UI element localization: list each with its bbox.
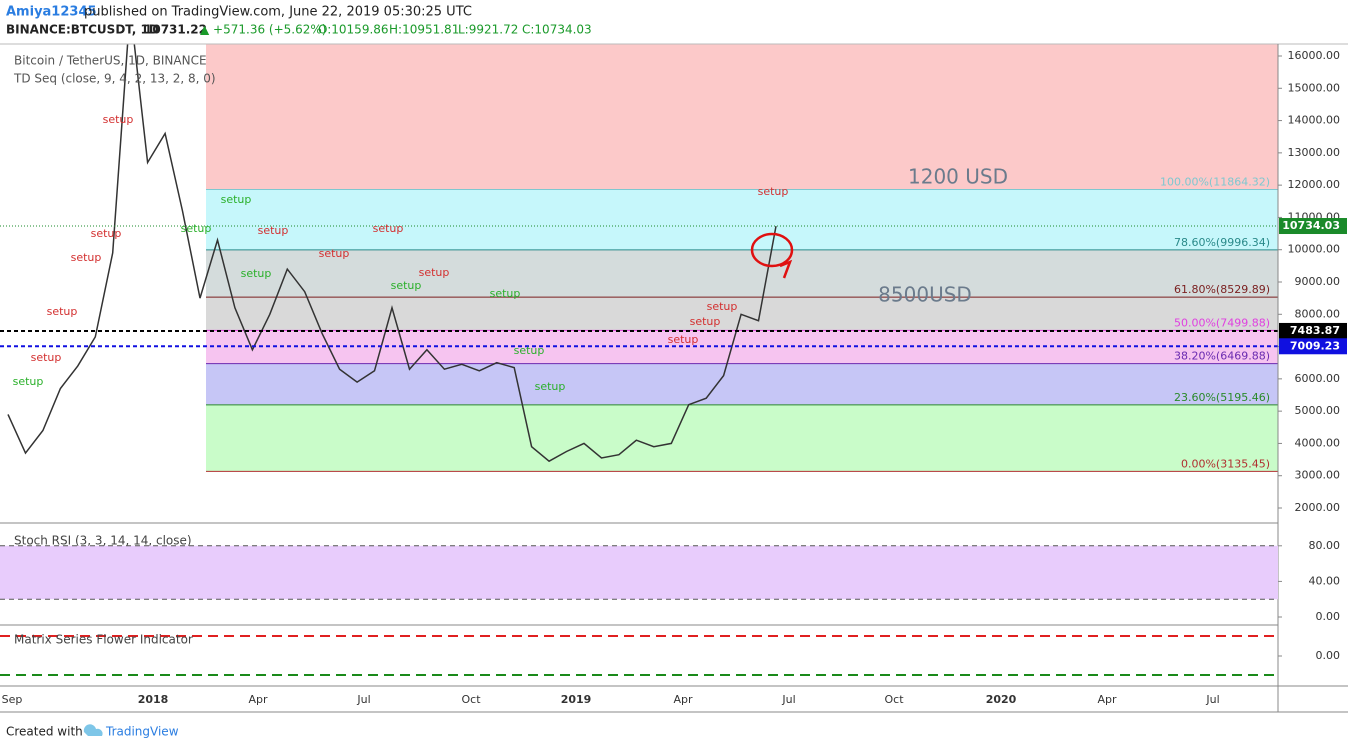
x-tick-label: Jul <box>781 693 795 706</box>
matrix-title: Matrix Series Flower Indicator <box>14 633 193 647</box>
low: L:9921.72 <box>458 23 518 37</box>
fib-zone <box>206 404 1278 472</box>
fib-label: 0.00%(3135.45) <box>1181 457 1270 470</box>
x-tick-label: 2019 <box>561 693 592 706</box>
fib-label: 78.60%(9996.34) <box>1174 236 1270 249</box>
main-pane: 100.00%(11864.32) 78.60%(9996.34) 61.80%(8… <box>0 44 1278 472</box>
setup-label: setup <box>258 224 289 237</box>
y-tick-label: 80.00 <box>1309 539 1341 552</box>
x-tick-label: Apr <box>1097 693 1117 706</box>
price-marker <box>1279 322 1347 339</box>
x-tick-label: Oct <box>884 693 904 706</box>
x-tick-label: Apr <box>673 693 693 706</box>
setup-label: setup <box>241 267 272 280</box>
setup-label: setup <box>103 113 134 126</box>
logo <box>83 724 103 736</box>
x-tick-label: Oct <box>461 693 481 706</box>
price-marker-label: 10734.03 <box>1282 219 1340 232</box>
fib-label: 50.00%(7499.88) <box>1174 316 1270 329</box>
price-marker-label: 7483.87 <box>1290 324 1340 337</box>
y-tick-label: 12000.00 <box>1288 178 1341 191</box>
price-marker <box>1279 338 1347 355</box>
setup-label: setup <box>13 375 44 388</box>
setup-label: setup <box>47 305 78 318</box>
stoch-title: Stoch RSI (3, 3, 14, 14, close) <box>14 534 192 548</box>
setup-label: setup <box>419 266 450 279</box>
y-tick-label: 14000.00 <box>1288 114 1341 127</box>
symbol: BINANCE:BTCUSDT, 1D <box>6 23 159 37</box>
x-tick-label: Sep <box>2 693 23 706</box>
setup-label: setup <box>514 344 545 357</box>
author[interactable]: Amiya12345 <box>6 5 97 20</box>
high: H:10951.81 <box>389 23 459 37</box>
last-price: 10731.22 <box>144 23 207 37</box>
y-tick-label: 9000.00 <box>1295 275 1341 288</box>
published: published on TradingView.com, June 22, 2… <box>84 5 472 20</box>
fib-label: 38.20%(6469.88) <box>1174 350 1270 363</box>
fib-label: 61.80%(8529.89) <box>1174 283 1270 296</box>
x-tick-label: Jul <box>356 693 370 706</box>
setup-label: setup <box>758 185 789 198</box>
y-tick-label: 3000.00 <box>1295 469 1341 482</box>
y-tick-label: 16000.00 <box>1288 49 1341 62</box>
price-marker-label: 7009.23 <box>1290 339 1340 352</box>
fib-label: 23.60%(5195.46) <box>1174 391 1270 404</box>
fib-zone <box>206 363 1278 405</box>
close: C:10734.03 <box>522 23 592 37</box>
y-tick-label: 8000.00 <box>1295 307 1341 320</box>
zone <box>206 44 1278 190</box>
y-tick-label: 6000.00 <box>1295 372 1341 385</box>
annotation: 8500USD <box>878 283 972 307</box>
setup-label: setup <box>71 251 102 264</box>
setup-label: setup <box>535 380 566 393</box>
setup-label: setup <box>668 333 699 346</box>
y-tick-label: 4000.00 <box>1295 436 1341 449</box>
price-line <box>7 44 777 463</box>
y-tick-label: 15000.00 <box>1288 81 1341 94</box>
y-tick-label: 40.00 <box>1309 574 1341 587</box>
x-tick-label: Jul <box>1205 693 1219 706</box>
x-tick-label: 2018 <box>138 693 169 706</box>
price-marker <box>1279 218 1347 235</box>
stoch-band <box>0 545 1278 600</box>
setup-label: setup <box>391 279 422 292</box>
x-tick-label: Apr <box>248 693 268 706</box>
setup-label: setup <box>181 222 212 235</box>
fib-zone <box>206 297 1278 331</box>
setup-label: setup <box>91 227 122 240</box>
chart-title: Bitcoin / TetherUS, 1D, BINANCE <box>14 54 207 68</box>
open: O:10159.86 <box>318 23 389 37</box>
y-tick-label: 2000.00 <box>1295 501 1341 514</box>
y-tick-label: 0.00 <box>1316 610 1341 623</box>
drawn-circle <box>750 232 794 268</box>
chart-subtitle: TD Seq (close, 9, 4, 2, 13, 2, 8, 0) <box>13 72 216 86</box>
y-tick-label: 10000.00 <box>1288 243 1341 256</box>
y-tick-label: 5000.00 <box>1295 404 1341 417</box>
y-tick-label: 13000.00 <box>1288 146 1341 159</box>
setup-label: setup <box>690 315 721 328</box>
footer-brand[interactable]: TradingView <box>105 725 179 739</box>
setup-label: setup <box>31 351 62 364</box>
fib-label: 100.00%(11864.32) <box>1160 176 1270 189</box>
setup-label: setup <box>707 300 738 313</box>
x-tick-label: 2020 <box>986 693 1017 706</box>
change: ▲ +571.36 (+5.62%) <box>200 23 326 37</box>
footer-created: Created with <box>6 725 83 739</box>
setup-label: setup <box>373 222 404 235</box>
y-tick-label: 0.00 <box>1316 649 1341 662</box>
setup-label: setup <box>490 287 521 300</box>
annotation: 1200 USD <box>908 165 1008 189</box>
setup-label: setup <box>221 193 252 206</box>
fib-zone <box>206 189 1278 250</box>
fib-zone <box>206 249 1278 298</box>
setup-label: setup <box>319 247 350 260</box>
drawn-stroke <box>779 259 793 279</box>
